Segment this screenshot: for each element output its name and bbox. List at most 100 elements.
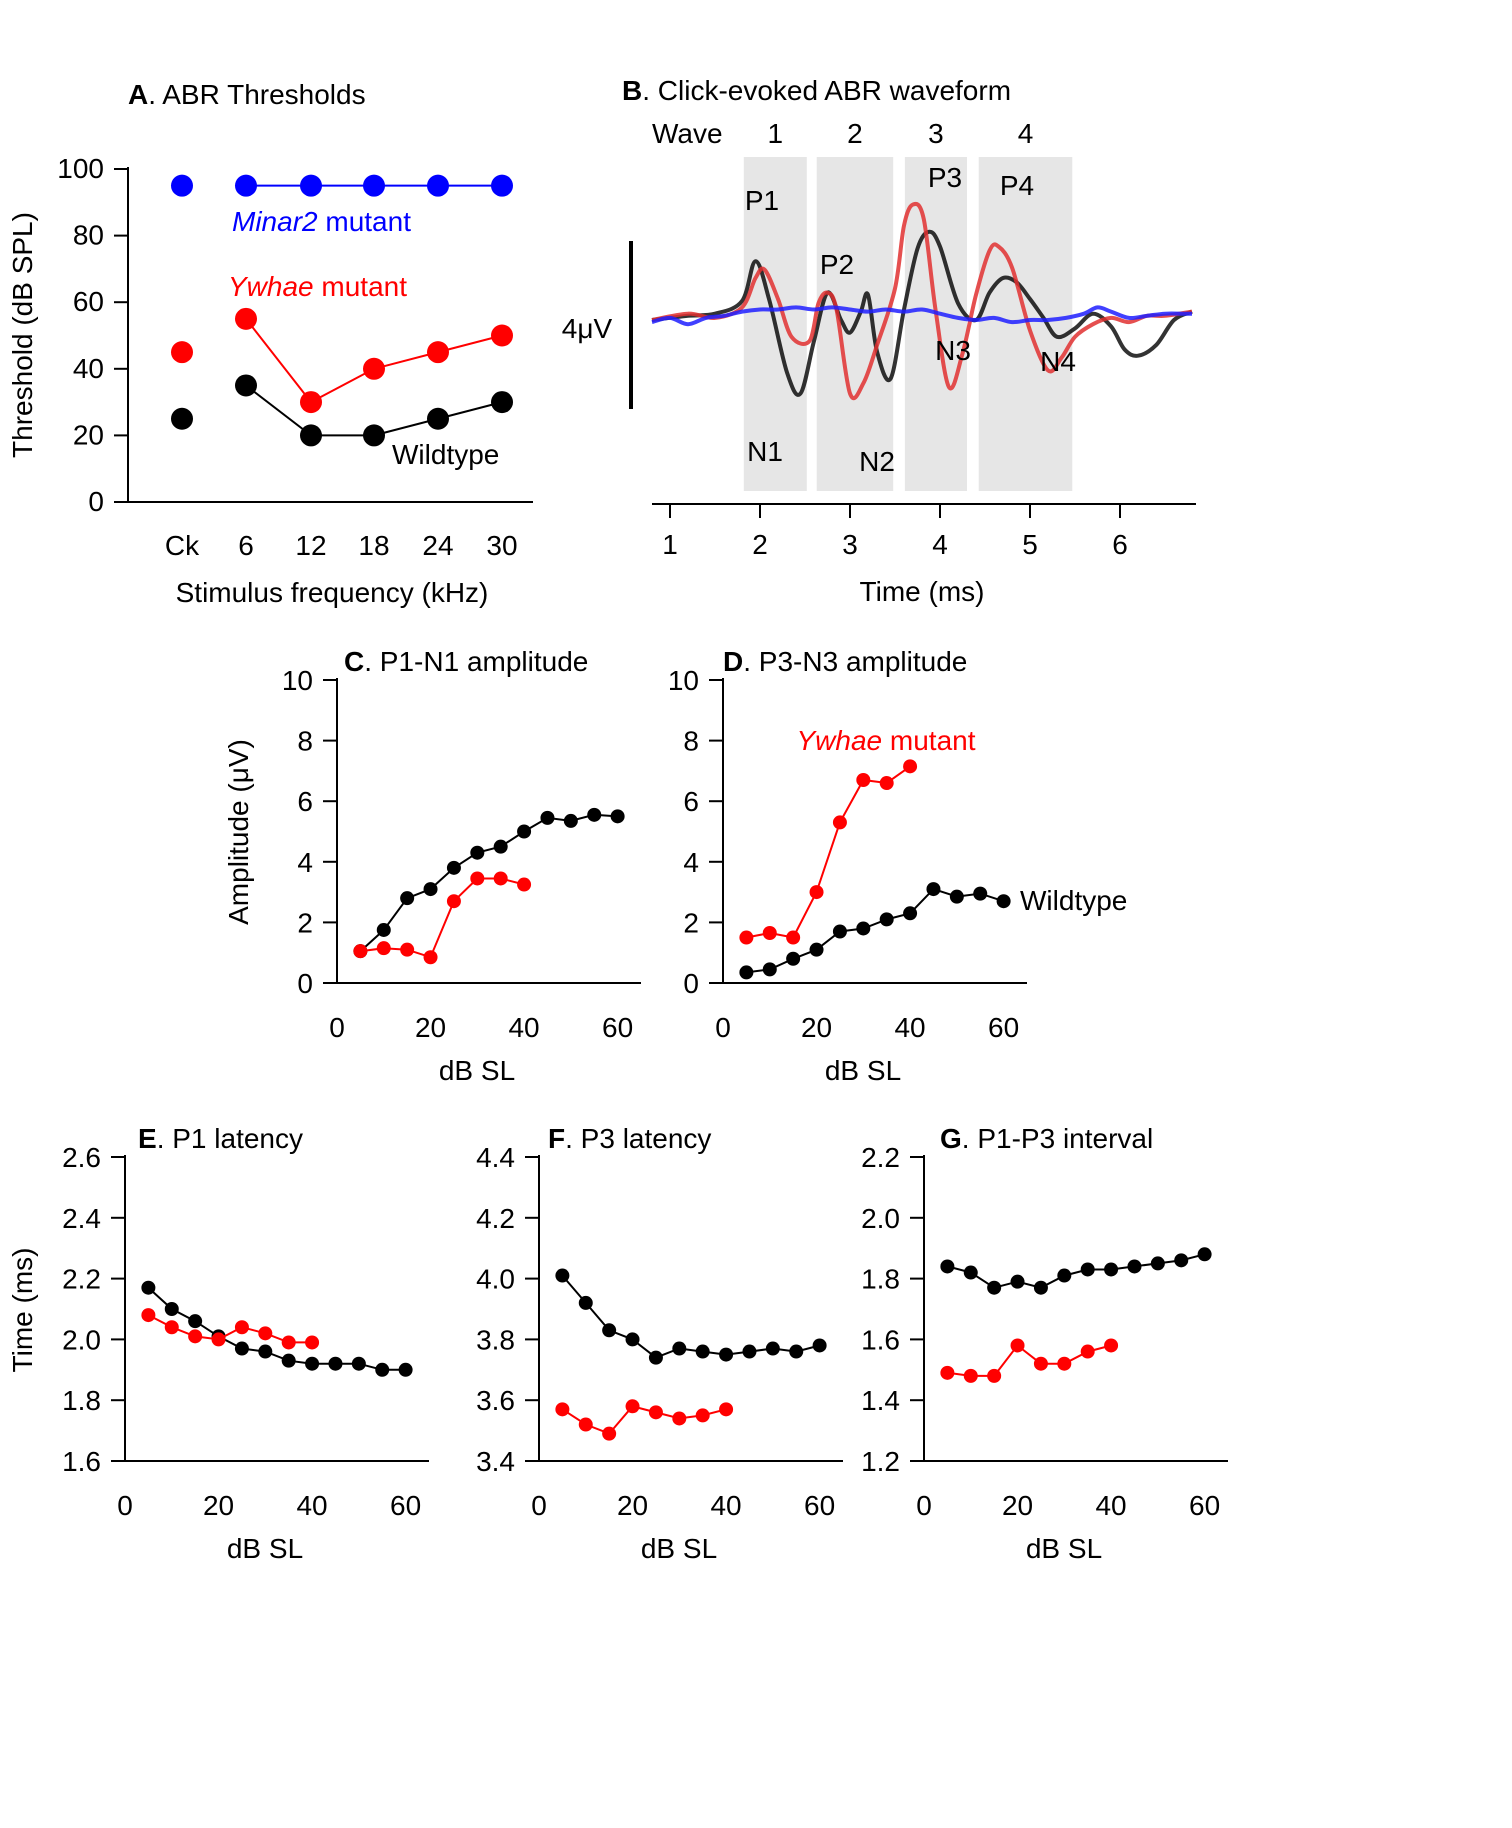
data-point xyxy=(400,942,415,957)
panel-F-title: F. P3 latency xyxy=(548,1123,711,1154)
panel-letter: F xyxy=(548,1123,565,1154)
data-point xyxy=(446,894,461,909)
data-point xyxy=(672,1411,687,1426)
data-point xyxy=(625,1399,640,1414)
data-point xyxy=(739,930,754,945)
peak-label: P2 xyxy=(820,249,854,280)
data-point xyxy=(1197,1247,1212,1262)
data-point xyxy=(742,1344,757,1359)
data-point xyxy=(141,1308,156,1323)
x-tick-label: Ck xyxy=(165,530,200,561)
data-point xyxy=(926,882,941,897)
data-point xyxy=(963,1368,978,1383)
panel-letter: A xyxy=(128,79,148,110)
panel-G-title: G. P1-P3 interval xyxy=(940,1123,1153,1154)
series-line xyxy=(947,1253,1205,1289)
x-tick-label: 12 xyxy=(295,530,326,561)
y-tick-label: 10 xyxy=(282,665,313,696)
data-point xyxy=(1127,1259,1142,1274)
y-tick-label: 1.6 xyxy=(861,1324,900,1355)
panel-letter: C xyxy=(344,646,364,677)
data-point xyxy=(363,424,385,447)
series-line xyxy=(561,1274,820,1359)
data-point xyxy=(809,885,824,900)
label-text: mutant xyxy=(318,206,412,237)
y-tick-label: 2.6 xyxy=(62,1142,101,1173)
scale-bar-label: 4μV xyxy=(562,313,613,344)
x-tick-label: 2 xyxy=(752,529,768,560)
data-point xyxy=(963,1265,978,1280)
data-point xyxy=(188,1314,203,1329)
data-point xyxy=(949,889,964,904)
series-label: Ywhae mutant xyxy=(796,725,975,756)
x-axis-label: Stimulus frequency (kHz) xyxy=(176,577,489,608)
data-point xyxy=(171,341,193,364)
x-tick-label: 6 xyxy=(238,530,254,561)
panel-C-title: C. P1-N1 amplitude xyxy=(344,646,588,677)
data-point xyxy=(903,906,918,921)
data-point xyxy=(211,1332,226,1347)
y-tick-label: 1.6 xyxy=(62,1446,101,1477)
data-point xyxy=(375,1362,390,1377)
y-tick-label: 1.2 xyxy=(861,1446,900,1477)
y-tick-label: 0 xyxy=(88,486,104,517)
data-point xyxy=(493,871,508,886)
y-tick-label: 6 xyxy=(683,786,699,817)
data-point xyxy=(517,877,532,892)
series-line xyxy=(359,813,618,952)
data-point xyxy=(648,1350,663,1365)
peak-label: N4 xyxy=(1040,346,1076,377)
panel-letter: D xyxy=(723,646,743,677)
data-point xyxy=(171,407,193,430)
waveform-line xyxy=(651,201,1193,401)
data-point xyxy=(832,815,847,830)
series-line xyxy=(746,765,911,939)
y-tick-label: 2 xyxy=(683,907,699,938)
data-point xyxy=(765,1341,780,1356)
panel-letter: E xyxy=(138,1123,157,1154)
x-tick-label: 60 xyxy=(390,1490,421,1521)
data-point xyxy=(625,1332,640,1347)
label-text: Wildtype xyxy=(392,439,499,470)
y-tick-label: 2.0 xyxy=(861,1203,900,1234)
data-point xyxy=(517,824,532,839)
data-point xyxy=(1174,1253,1189,1268)
data-point xyxy=(996,894,1011,909)
x-tick-label: 60 xyxy=(1189,1490,1220,1521)
y-tick-label: 3.8 xyxy=(476,1324,515,1355)
data-point xyxy=(587,807,602,822)
data-point xyxy=(973,886,988,901)
wave-band xyxy=(978,157,1073,491)
y-tick-label: 20 xyxy=(73,419,104,450)
data-point xyxy=(164,1320,179,1335)
series-label: Minar2 mutant xyxy=(232,206,411,237)
y-tick-label: 60 xyxy=(73,286,104,317)
data-point xyxy=(856,921,871,936)
data-point xyxy=(281,1335,296,1350)
series-label: Wildtype xyxy=(392,439,499,470)
data-point xyxy=(812,1338,827,1353)
y-tick-label: 4 xyxy=(297,847,313,878)
x-axis-label: Time (ms) xyxy=(860,576,985,607)
data-point xyxy=(305,1356,320,1371)
label-italic: Ywhae xyxy=(796,725,882,756)
data-point xyxy=(491,174,513,197)
data-point xyxy=(719,1347,734,1362)
data-point xyxy=(300,424,322,447)
y-tick-label: 8 xyxy=(297,726,313,757)
data-point xyxy=(300,391,322,414)
panel-title-text: . P3-N3 amplitude xyxy=(743,646,967,677)
x-tick-label: 60 xyxy=(988,1012,1019,1043)
label-italic: Minar2 xyxy=(232,206,318,237)
data-point xyxy=(879,776,894,791)
panel-title-text: . ABR Thresholds xyxy=(148,79,365,110)
y-tick-label: 10 xyxy=(668,665,699,696)
data-point xyxy=(739,965,754,980)
y-tick-label: 1.4 xyxy=(861,1385,900,1416)
label-text: mutant xyxy=(314,271,408,302)
x-tick-label: 20 xyxy=(801,1012,832,1043)
data-point xyxy=(1104,1262,1119,1277)
x-tick-label: 60 xyxy=(602,1012,633,1043)
x-tick-label: 40 xyxy=(710,1490,741,1521)
